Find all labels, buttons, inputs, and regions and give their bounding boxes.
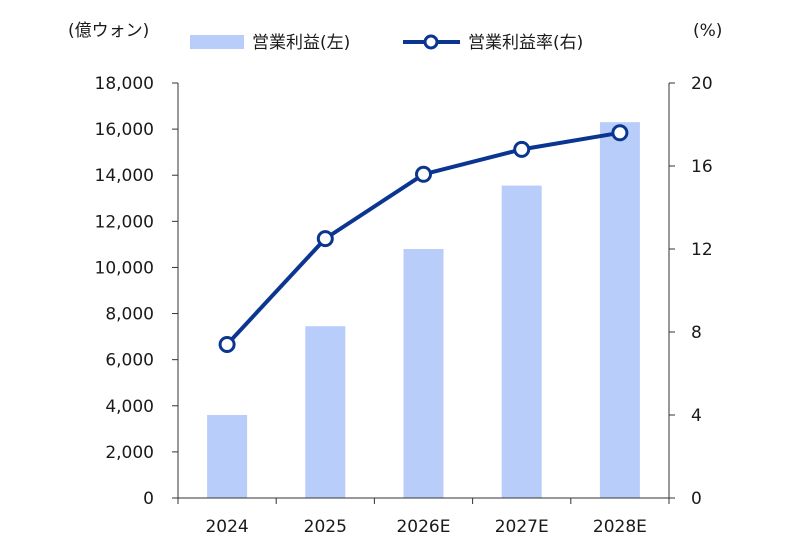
left-tick-label: 2,000 xyxy=(105,443,154,463)
left-tick-label: 0 xyxy=(143,489,154,509)
left-tick-label: 12,000 xyxy=(95,212,154,232)
line-point-2028E xyxy=(611,124,629,142)
x-tick-label: 2026E xyxy=(396,517,450,537)
left-tick-label: 4,000 xyxy=(105,397,154,417)
line-series xyxy=(218,124,629,353)
axes xyxy=(172,82,675,504)
line-point-2026E xyxy=(415,165,432,183)
x-tick-label: 2024 xyxy=(205,517,248,537)
left-tick-label: 6,000 xyxy=(105,351,154,371)
right-tick-label: 4 xyxy=(691,406,702,426)
left-tick-label: 16,000 xyxy=(95,120,154,140)
right-tick-label: 8 xyxy=(691,323,702,343)
left-tick-label: 10,000 xyxy=(95,258,154,278)
legend-bar-swatch xyxy=(190,35,244,49)
right-axis-unit-label: (%) xyxy=(693,21,722,41)
x-tick-label: 2028E xyxy=(593,517,647,537)
bar-2028E xyxy=(599,122,640,498)
right-tick-label: 0 xyxy=(691,489,702,509)
right-tick-label: 16 xyxy=(691,157,713,177)
line-point-2024 xyxy=(218,335,236,353)
x-tick-label: 2025 xyxy=(304,517,347,537)
bar-2024 xyxy=(207,415,248,498)
right-tick-label: 20 xyxy=(691,74,713,94)
bar-series xyxy=(207,122,640,498)
bar-2025 xyxy=(305,326,346,498)
legend-line-label: 営業利益率(右) xyxy=(468,33,583,53)
left-tick-label: 8,000 xyxy=(105,305,154,325)
legend-line-marker xyxy=(423,34,439,50)
legend-bar-label: 営業利益(左) xyxy=(252,33,350,53)
line-point-2027E xyxy=(513,140,531,158)
bar-2027E xyxy=(501,185,542,498)
left-axis-unit-label: (億ウォン) xyxy=(68,21,149,41)
right-tick-label: 12 xyxy=(691,240,713,260)
x-tick-label: 2027E xyxy=(495,517,549,537)
legend: 営業利益(左) 営業利益率(右) xyxy=(190,33,583,53)
left-tick-label: 18,000 xyxy=(95,74,154,94)
bar-2026E xyxy=(403,249,444,498)
tick-labels: 0 2,000 4,000 6,000 8,000 10,000 12,000 14,000 1… xyxy=(95,74,713,537)
line-point-2025 xyxy=(316,230,334,248)
left-tick-label: 14,000 xyxy=(95,166,154,186)
